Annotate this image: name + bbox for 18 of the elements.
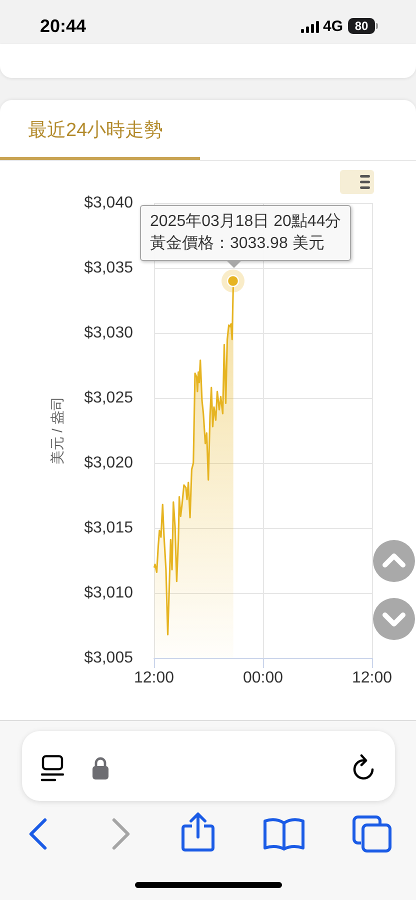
text: 20:44 — [40, 16, 86, 37]
battery-icon: 80 — [348, 18, 378, 34]
x-tick-label: 12:00 — [352, 670, 392, 686]
chart-title: 最近24小時走勢 — [28, 119, 164, 143]
annotation: 黃金價格：3033.98 美元 — [150, 234, 326, 254]
annotation: 2025年03月18日 20點44分 — [150, 212, 342, 232]
y-tick-label: $3,020 — [84, 454, 134, 472]
y-tick-label: $3,015 — [84, 520, 134, 536]
y-tick-label: $3,005 — [84, 650, 134, 666]
x-tick-label: 12:00 — [134, 670, 174, 686]
y-tick-label: $3,030 — [84, 324, 134, 342]
y-axis-title: 美元 / 盎司 — [49, 396, 65, 464]
y-tick-label: $3,025 — [84, 390, 134, 406]
x-tick-label: 00:00 — [242, 670, 284, 686]
y-tick-label: $3,035 — [84, 260, 134, 276]
y-tick-label: $3,040 — [84, 194, 134, 212]
y-tick-label: $3,010 — [84, 584, 134, 602]
text: 4G — [323, 18, 344, 35]
